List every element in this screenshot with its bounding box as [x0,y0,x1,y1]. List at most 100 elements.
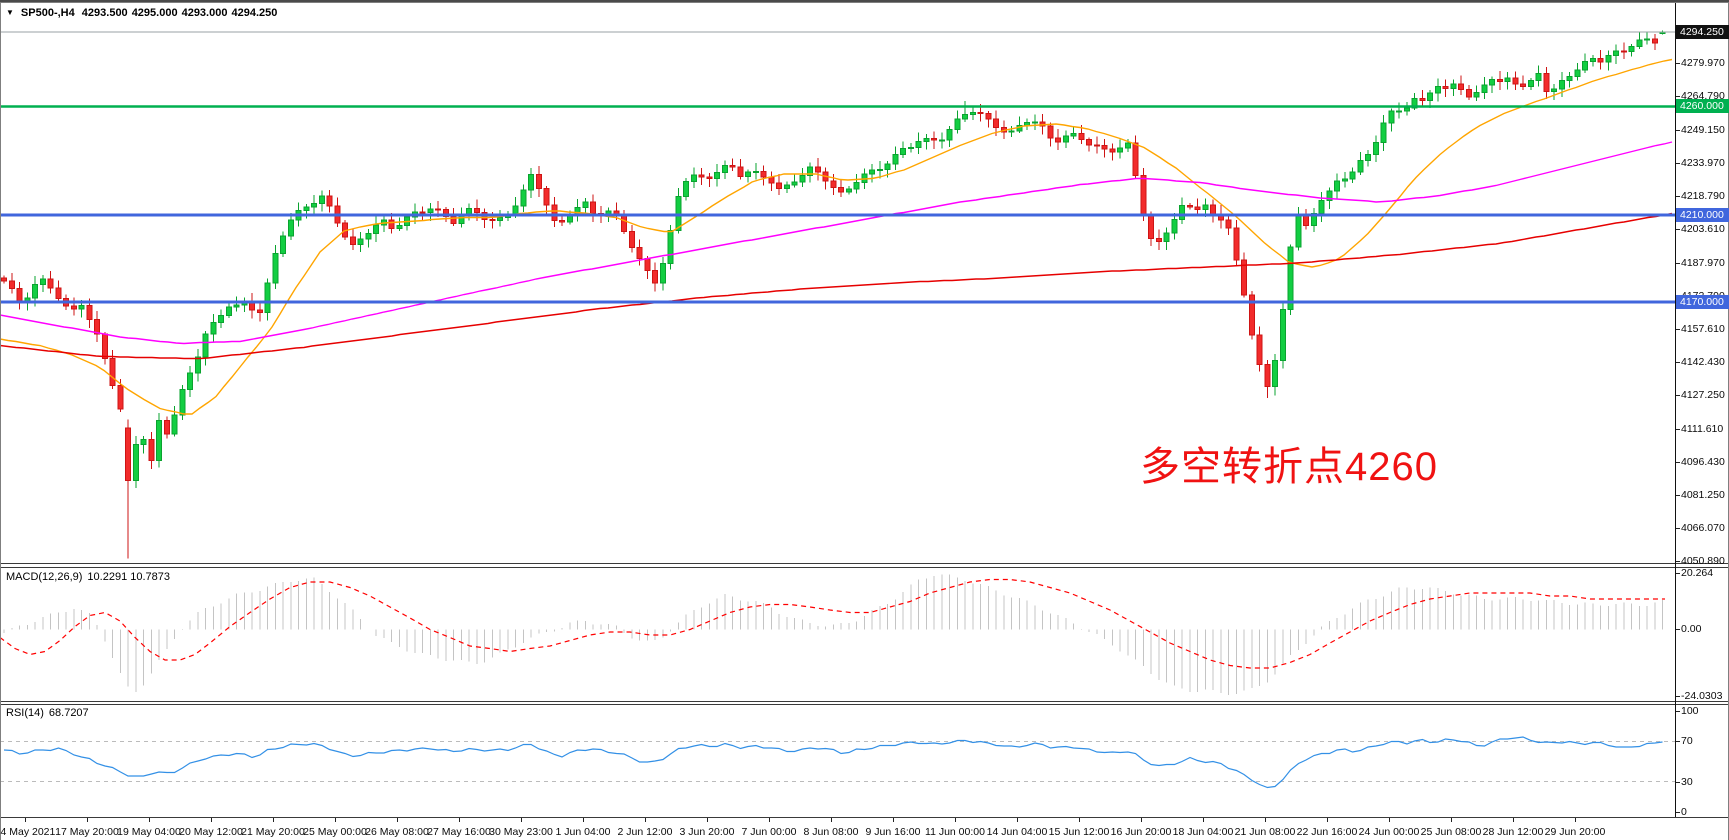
time-axis-label: 25 Jun 08:00 [1420,826,1482,838]
price-tag-4170.000: 4170.000 [1676,295,1729,309]
time-tick [211,818,212,822]
time-tick [1079,818,1080,822]
time-tick [1389,818,1390,822]
time-axis-label: 7 Jun 00:00 [741,826,797,838]
price-tick [1676,528,1680,529]
macd-name: MACD(12,26,9) [6,571,83,583]
chart-title: ▼ SP500-,H4 4293.500 4295.000 4293.000 4294.… [6,7,281,19]
ohlc-open: 4293.500 [81,7,128,19]
macd-label: MACD(12,26,9) 10.2291 10.7873 [6,571,175,583]
price-axis-label: 4203.610 [1681,223,1725,235]
time-tick [1017,818,1018,822]
time-tick [1265,818,1266,822]
time-axis-label: 20 May 12:00 [179,826,243,838]
time-axis-label: 15 Jun 12:00 [1048,826,1110,838]
time-axis-label: 2 Jun 12:00 [617,826,673,838]
price-tag-4260.000: 4260.000 [1676,99,1729,113]
rsi-axis-label: 30 [1681,776,1693,788]
time-tick [583,818,584,822]
macd-axis-label: -24.0303 [1681,690,1723,702]
rsi-tick [1676,782,1680,783]
rsi-value: 68.7207 [48,707,89,719]
time-tick [1327,818,1328,822]
time-tick [707,818,708,822]
macd-layer[interactable] [0,574,1665,696]
price-tick [1676,362,1680,363]
time-tick [459,818,460,822]
macd-tick [1676,629,1680,630]
rsi-line [3,736,1663,789]
time-axis-label: 26 May 08:00 [365,826,429,838]
time-axis-label: 25 May 00:00 [303,826,367,838]
time-tick [521,818,522,822]
ohlc-high: 4295.000 [131,7,178,19]
time-tick [1141,818,1142,822]
time-axis-label: 21 May 20:00 [241,826,305,838]
slow-ma-line [0,212,1673,360]
price-axis-label: 4096.430 [1681,456,1725,468]
fast-ma-line [0,58,1673,415]
price-tick [1676,395,1680,396]
price-tick [1676,329,1680,330]
main-chart-layer[interactable] [0,30,1675,559]
price-tick [1676,495,1680,496]
price-axis-label: 4279.970 [1681,57,1725,69]
price-tick [1676,263,1680,264]
time-axis-label: 29 Jun 20:00 [1544,826,1606,838]
time-axis-label: 9 Jun 16:00 [865,826,921,838]
time-tick [831,818,832,822]
time-axis-label: 11 Jun 00:00 [925,826,985,838]
price-tick [1676,130,1680,131]
time-axis-label: 17 May 20:00 [55,826,119,838]
price-tick [1676,462,1680,463]
macd-tick [1676,573,1680,574]
price-axis-label: 4066.070 [1681,522,1725,534]
time-axis-label: 1 Jun 04:00 [555,826,611,838]
price-axis-label: 4233.970 [1681,157,1725,169]
price-tick [1676,429,1680,430]
symbol-dropdown-icon[interactable]: ▼ [6,8,14,17]
macd-axis-label: 20.264 [1681,567,1714,579]
annotation-text[interactable]: 多空转折点4260 [1140,445,1438,489]
time-axis-label: 3 Jun 20:00 [679,826,735,838]
time-tick [769,818,770,822]
macd-axis-label: 0.00 [1681,623,1702,635]
price-tick [1676,229,1680,230]
rsi-tick [1676,711,1680,712]
time-axis-label: 19 May 04:00 [117,826,181,838]
time-tick [273,818,274,822]
time-axis-label: 21 Jun 08:00 [1234,826,1296,838]
macd-values: 10.2291 10.7873 [87,571,171,583]
price-tick [1676,163,1680,164]
price-axis-label: 4111.610 [1681,423,1724,435]
time-axis-label: 14 Jun 04:00 [986,826,1048,838]
ohlc-low: 4293.000 [181,7,228,19]
medium-ma-line [0,141,1673,345]
time-tick [1513,818,1514,822]
macd-histogram [3,574,1663,695]
rsi-axis-label: 70 [1681,735,1693,747]
time-tick [893,818,894,822]
time-axis-label: 8 Jun 08:00 [803,826,859,838]
time-axis-label: 16 Jun 20:00 [1110,826,1172,838]
ohlc-close: 4294.250 [231,7,278,19]
price-tick [1676,561,1680,562]
price-axis-label: 4142.430 [1681,356,1725,368]
time-axis-label: 30 May 23:00 [489,826,553,838]
price-axis-label: 4249.150 [1681,124,1725,136]
time-axis-label: 18 Jun 04:00 [1172,826,1234,838]
time-tick [87,818,88,822]
symbol-label: SP500-,H4 [20,7,75,19]
price-axis-label: 4050.890 [1681,555,1725,567]
time-tick [149,818,150,822]
time-axis-label: 22 Jun 16:00 [1296,826,1358,838]
time-axis-label: 27 May 16:00 [427,826,491,838]
rsi-layer[interactable] [0,736,1675,789]
price-axis-label: 4157.610 [1681,323,1725,335]
time-tick [1575,818,1576,822]
macd-tick [1676,696,1680,697]
price-tag-4294.250: 4294.250 [1676,25,1729,39]
rsi-name: RSI(14) [6,707,44,719]
